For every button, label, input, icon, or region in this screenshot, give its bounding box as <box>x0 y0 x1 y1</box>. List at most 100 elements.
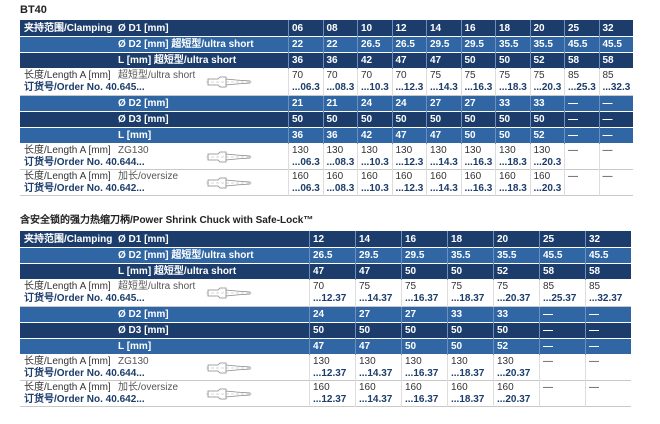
cell-value: 58 <box>602 55 614 66</box>
cell-value: 160 <box>361 171 378 182</box>
cell-sep <box>539 264 540 280</box>
cell-sep <box>529 144 531 170</box>
cell-sep <box>357 112 358 128</box>
cell-sep <box>309 323 310 339</box>
cell-value: 25 <box>543 233 555 245</box>
cell-sep <box>322 69 324 96</box>
row-bg <box>20 112 633 128</box>
cell-sep <box>401 355 402 381</box>
cell-value: 29.5 <box>430 39 450 50</box>
row-bg <box>20 20 633 37</box>
cell-value: 22 <box>326 39 338 50</box>
cell-value: 45.5 <box>568 39 588 50</box>
cell-value: 14 <box>430 22 442 34</box>
cell-value: ...16.3 <box>464 157 493 168</box>
cell-value: 50 <box>292 114 304 125</box>
cell-sep <box>447 323 448 339</box>
cell-sep <box>401 339 402 355</box>
cell-value: ...25.37 <box>543 293 577 304</box>
cell-value: ...14.37 <box>359 368 393 379</box>
row-label: 订货号/Order No. 40.644... <box>24 157 145 168</box>
row-label: 长度/Length A [mm] <box>24 70 111 81</box>
cell-value: 35.5 <box>533 39 553 50</box>
cell-sep <box>401 280 402 307</box>
cell-value: ...10.3 <box>361 82 389 93</box>
cell-sep <box>391 170 393 196</box>
cell-sep <box>401 231 402 248</box>
cell-sep <box>564 128 565 144</box>
cell-value: 35.5 <box>499 39 519 50</box>
cell-value: ...08.3 <box>326 183 355 194</box>
cell-value: 70 <box>395 70 407 81</box>
row-spec: 加长/oversize <box>118 171 179 182</box>
cell-sep <box>447 264 448 280</box>
row-spec: L [mm] <box>118 130 152 141</box>
row-bg <box>20 264 631 280</box>
cell-value: 18 <box>451 233 463 245</box>
tool-icon <box>206 362 252 374</box>
cell-value: 47 <box>430 55 442 66</box>
cell-value: 12 <box>313 233 325 245</box>
row-bg <box>20 339 631 355</box>
cell-value: ...10.3 <box>361 183 389 194</box>
cell-sep <box>391 69 393 96</box>
row-spec: L [mm] 超短型/ultra short <box>118 266 237 277</box>
cell-sep <box>539 307 540 323</box>
cell-value: ...06.3 <box>292 157 320 168</box>
cell-sep <box>539 339 540 355</box>
cell-value: — <box>543 356 553 367</box>
cell-value: 130 <box>405 356 422 367</box>
cell-value: ...12.3 <box>395 183 424 194</box>
cell-value: ...12.37 <box>313 368 347 379</box>
cell-value: ...14.37 <box>359 394 393 405</box>
cell-sep <box>598 37 600 53</box>
cell-sep <box>598 170 600 196</box>
cell-sep <box>460 170 462 196</box>
cell-sep <box>529 69 531 96</box>
cell-value: 130 <box>361 145 378 156</box>
cell-value: 50 <box>464 55 476 66</box>
cell-value: 50 <box>464 130 476 141</box>
cell-value: 06 <box>292 22 304 34</box>
cell-sep <box>447 339 448 355</box>
cell-value: 50 <box>533 114 545 125</box>
row-spec: 超短型/ultra short <box>118 281 196 292</box>
cell-sep <box>495 53 496 69</box>
cell-value: 35.5 <box>497 250 517 261</box>
cell-value: ...20.37 <box>497 368 531 379</box>
cell-sep <box>585 231 586 248</box>
cell-value: 27 <box>430 98 442 109</box>
cell-sep <box>426 144 427 170</box>
cell-sep <box>357 37 358 53</box>
cell-value: 75 <box>464 70 476 81</box>
cell-value: 160 <box>359 382 376 393</box>
cell-value: 85 <box>589 281 601 292</box>
cell-sep <box>493 231 494 248</box>
cell-value: 160 <box>499 171 516 182</box>
cell-sep <box>322 144 324 170</box>
cell-value: 32 <box>589 233 601 245</box>
cell-value: 52 <box>497 266 509 277</box>
cell-value: 130 <box>464 145 482 156</box>
cell-value: 21 <box>326 98 338 109</box>
cell-sep <box>564 37 565 53</box>
cell-value: 75 <box>359 281 371 292</box>
cell-sep <box>460 144 462 170</box>
row-spec: Ø D2 [mm] <box>118 98 169 109</box>
cell-value: ...20.3 <box>533 183 562 194</box>
cell-value: 50 <box>395 114 407 125</box>
cell-value: 130 <box>430 145 447 156</box>
cell-sep <box>495 20 496 37</box>
cell-value: 50 <box>430 114 442 125</box>
cell-value: 47 <box>395 130 407 141</box>
cell-sep <box>460 37 462 53</box>
cell-sep <box>493 280 494 307</box>
cell-value: 70 <box>292 70 304 81</box>
cell-sep <box>495 112 496 128</box>
cell-value: 50 <box>405 266 417 277</box>
cell-value: 45.5 <box>589 250 609 261</box>
cell-value: ...32.37 <box>589 293 623 304</box>
cell-value: — <box>568 171 578 182</box>
row-label: 订货号/Order No. 40.642... <box>24 394 145 405</box>
cell-sep <box>564 112 565 128</box>
